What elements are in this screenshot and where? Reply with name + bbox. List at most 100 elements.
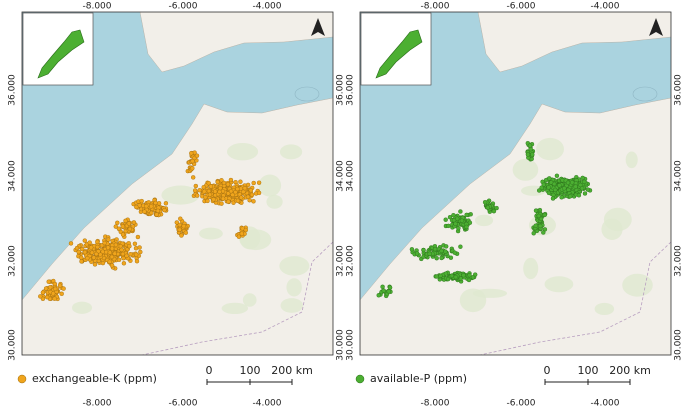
sample-point xyxy=(107,259,112,264)
sample-point xyxy=(95,239,100,245)
sample-point xyxy=(79,259,84,264)
sample-point xyxy=(461,273,466,278)
legend-label: exchangeable-K (ppm) xyxy=(32,372,157,385)
sample-point xyxy=(485,205,491,210)
sample-point xyxy=(92,262,98,267)
lat-label-right: 34.000 xyxy=(674,160,684,192)
green-area xyxy=(226,143,259,161)
lat-label-left: 30.000 xyxy=(8,329,18,361)
map-body xyxy=(22,12,333,355)
sample-point xyxy=(68,241,74,246)
sample-point xyxy=(550,196,556,201)
sample-point xyxy=(192,188,198,193)
sample-point xyxy=(228,177,234,183)
sample-point xyxy=(541,182,546,187)
sample-point xyxy=(100,249,105,254)
green-area xyxy=(536,137,564,161)
sample-point xyxy=(82,238,87,243)
sample-point xyxy=(95,244,100,250)
sample-point xyxy=(533,208,539,213)
sample-point xyxy=(443,244,449,249)
sample-point xyxy=(215,179,220,185)
sample-point xyxy=(467,273,472,278)
sample-point xyxy=(579,186,585,191)
green-area xyxy=(240,229,272,251)
sample-point xyxy=(235,198,241,204)
sample-point xyxy=(105,245,111,250)
sample-point xyxy=(183,230,189,235)
sample-point xyxy=(228,188,234,194)
lat-label-left: 34.000 xyxy=(8,160,18,192)
lat-label-right: 30.000 xyxy=(336,329,346,361)
lagoon xyxy=(632,86,658,102)
sample-point xyxy=(533,223,538,228)
sample-point xyxy=(456,225,461,231)
sample-point xyxy=(194,153,200,158)
sample-point xyxy=(494,205,499,211)
sample-point xyxy=(149,210,154,216)
border xyxy=(141,241,333,355)
sample-point xyxy=(453,221,458,227)
sample-point xyxy=(562,186,567,191)
sample-point xyxy=(133,252,139,257)
sample-point xyxy=(51,291,56,296)
sample-point xyxy=(531,231,536,236)
scale-label: 200 km xyxy=(271,364,313,377)
sample-point xyxy=(536,213,542,219)
green-area xyxy=(544,276,574,293)
sample-point xyxy=(226,199,231,204)
sample-point xyxy=(126,221,132,226)
sample-point xyxy=(251,180,256,186)
sample-point xyxy=(242,185,248,191)
sample-point xyxy=(386,289,391,294)
green-area xyxy=(266,194,283,209)
sample-point xyxy=(219,201,224,206)
sample-point xyxy=(445,276,451,282)
sample-point xyxy=(211,197,216,202)
sample-point xyxy=(439,248,444,254)
sample-point xyxy=(447,214,453,220)
sample-point xyxy=(88,245,94,250)
sample-point xyxy=(181,223,186,229)
sample-point xyxy=(439,255,444,261)
sample-point xyxy=(453,274,459,280)
legend-symbol xyxy=(355,374,365,384)
lat-label-right: 32.000 xyxy=(336,245,346,277)
sample-point xyxy=(576,193,582,198)
lat-label-right: 30.000 xyxy=(674,329,684,361)
sample-point xyxy=(206,180,211,186)
sample-point xyxy=(548,180,554,185)
lon-label-bottom: -8.000 xyxy=(420,399,449,409)
sample-point xyxy=(547,176,552,181)
sample-point xyxy=(87,240,92,245)
sample-point xyxy=(162,207,167,213)
sample-point xyxy=(208,184,214,189)
sample-point xyxy=(212,189,218,194)
sample-point xyxy=(451,212,456,218)
sample-point xyxy=(52,296,57,301)
sample-point xyxy=(528,146,533,152)
green-area xyxy=(625,151,638,169)
sample-point xyxy=(233,189,238,195)
sample-point xyxy=(189,151,194,156)
sample-point xyxy=(53,286,58,292)
sample-point xyxy=(414,251,420,256)
sample-point xyxy=(190,158,195,164)
green-area xyxy=(199,227,223,240)
lon-label-bottom: -4.000 xyxy=(252,399,281,409)
sample-point xyxy=(133,245,139,251)
sample-point xyxy=(230,192,235,198)
sample-point xyxy=(177,227,182,232)
green-area xyxy=(594,302,615,315)
sample-point xyxy=(193,183,199,189)
sample-point xyxy=(153,200,158,206)
sample-point xyxy=(236,234,242,239)
sample-point xyxy=(149,204,154,209)
sample-point xyxy=(539,185,544,190)
sample-point xyxy=(482,199,488,205)
sample-point xyxy=(527,143,533,148)
green-area xyxy=(258,174,282,197)
sample-point xyxy=(525,152,531,157)
lat-label-left: 36.000 xyxy=(346,74,356,106)
green-area xyxy=(622,273,653,297)
